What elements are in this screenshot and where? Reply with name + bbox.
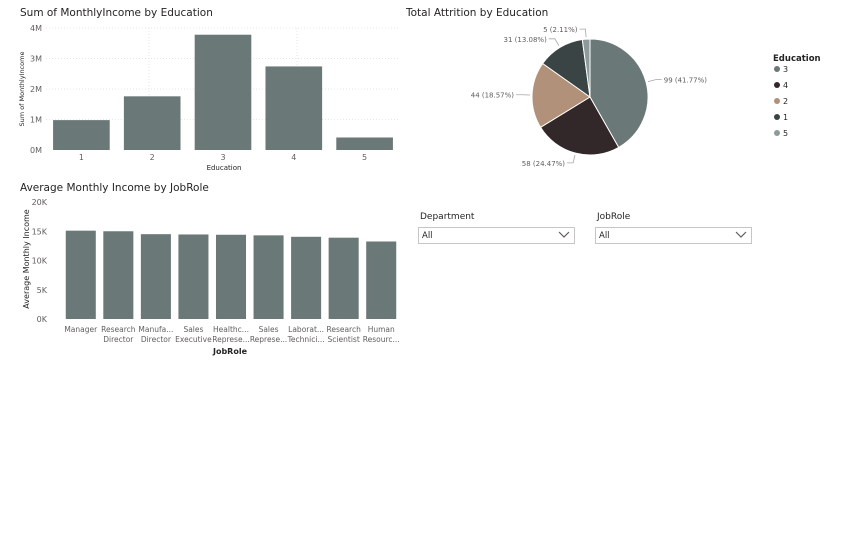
y-tick-label: 0K (37, 315, 48, 324)
bar (103, 231, 134, 319)
x-tick-label: Research Scientist (326, 325, 361, 344)
income-by-education-chart: 0M 1M 2M 3M 4M 1 2 3 4 5 Education Sum of MonthlyIn… (18, 24, 400, 172)
bar (140, 234, 171, 319)
bar (215, 234, 247, 319)
x-tick-label: Sales Executive (175, 325, 212, 344)
legend-marker (774, 82, 780, 88)
legend-label: 1 (783, 113, 788, 122)
department-slicer-dropdown[interactable]: All (418, 227, 575, 244)
y-tick-label: 0M (30, 146, 42, 155)
attrition-pie-chart: 99 (41.77%) 58 (24.47%) 44 (18.57%) 31 (13.… (471, 26, 821, 168)
x-tick-label: Manager (64, 325, 98, 334)
bar (178, 234, 209, 319)
legend-marker (774, 114, 780, 120)
x-tick-label: Manufa... Director (138, 325, 173, 344)
x-tick-label: Human Resourc... (363, 325, 400, 344)
bar (291, 236, 322, 319)
x-tick-label: 2 (150, 153, 155, 162)
y-tick-label: 5K (37, 286, 48, 295)
pie-slice (589, 38, 649, 149)
pie-slice (581, 38, 591, 98)
jobrole-slicer-value: All (599, 231, 610, 241)
x-tick-label: Research Director (101, 325, 136, 344)
jobrole-slicer-dropdown[interactable]: All (595, 227, 752, 244)
y-tick-label: 20K (32, 198, 48, 207)
attrition-by-education-title: Total Attrition by Education (406, 7, 549, 19)
leader-line (647, 79, 662, 83)
chevron-down-icon (558, 231, 570, 238)
x-axis-title: JobRole (212, 347, 248, 356)
bar (194, 34, 252, 150)
legend-marker (774, 98, 780, 104)
x-tick-label: Laborat... Technici... (287, 325, 325, 344)
data-label: 5 (2.11%) (543, 26, 578, 34)
x-tick-label: 1 (79, 153, 84, 162)
y-tick-label: 15K (32, 227, 48, 236)
bar (53, 120, 110, 150)
income-by-jobrole-chart: 0K 5K 10K 15K 20K Manager Research DirectorManu… (22, 198, 400, 356)
y-tick-label: 10K (32, 257, 48, 266)
x-tick-label: Sales Represe... (250, 325, 287, 344)
legend-label: 4 (783, 81, 788, 90)
attrition-by-education-visual: Total Attrition by Education 99 (41.77%)… (400, 0, 854, 180)
bar (65, 230, 96, 319)
x-tick-label: Healthc... Represe... (212, 325, 249, 344)
y-axis-title: Average Monthly Income (22, 209, 31, 308)
y-tick-label: 4M (30, 24, 42, 33)
leader-line (567, 155, 576, 164)
legend-label: 2 (783, 97, 788, 106)
x-axis-title: Education (207, 164, 242, 172)
income-by-education-title: Sum of MonthlyIncome by Education (20, 7, 213, 19)
y-tick-label: 2M (30, 85, 42, 94)
leader-line (579, 28, 587, 38)
x-tick-label: 4 (291, 153, 296, 162)
data-label: 58 (24.47%) (522, 160, 566, 168)
bar (336, 137, 393, 150)
income-by-jobrole-visual: Average Monthly Income by JobRole 0K 5K 10… (0, 180, 410, 360)
department-slicer-value: All (422, 231, 433, 241)
jobrole-slicer-label: JobRole (597, 212, 631, 222)
bar (328, 237, 359, 319)
chevron-down-icon (735, 231, 747, 238)
legend-label: 5 (783, 129, 788, 138)
y-tick-label: 3M (30, 55, 42, 64)
x-tick-label: 3 (220, 153, 225, 162)
data-label: 99 (41.77%) (664, 77, 708, 85)
data-label: 44 (18.57%) (471, 92, 515, 100)
x-tick-label: 5 (362, 153, 367, 162)
legend-marker (774, 66, 780, 72)
legend-label: 3 (783, 65, 788, 74)
pie-slice (539, 96, 620, 156)
bar (253, 235, 284, 319)
bar (123, 96, 181, 150)
legend-title: Education (773, 54, 821, 64)
leader-line (548, 38, 560, 46)
y-axis-title: Sum of MonthlyIncome (18, 52, 26, 127)
bar (265, 66, 323, 150)
pie-slice (531, 62, 591, 129)
bar (366, 241, 397, 319)
department-slicer-label: Department (420, 212, 475, 222)
data-label: 31 (13.08%) (504, 36, 548, 44)
y-tick-label: 1M (30, 116, 42, 125)
income-by-jobrole-title: Average Monthly Income by JobRole (20, 182, 209, 194)
income-by-education-visual: Sum of MonthlyIncome by Education 0M 1M 2M… (0, 0, 400, 180)
legend-marker (774, 130, 780, 136)
